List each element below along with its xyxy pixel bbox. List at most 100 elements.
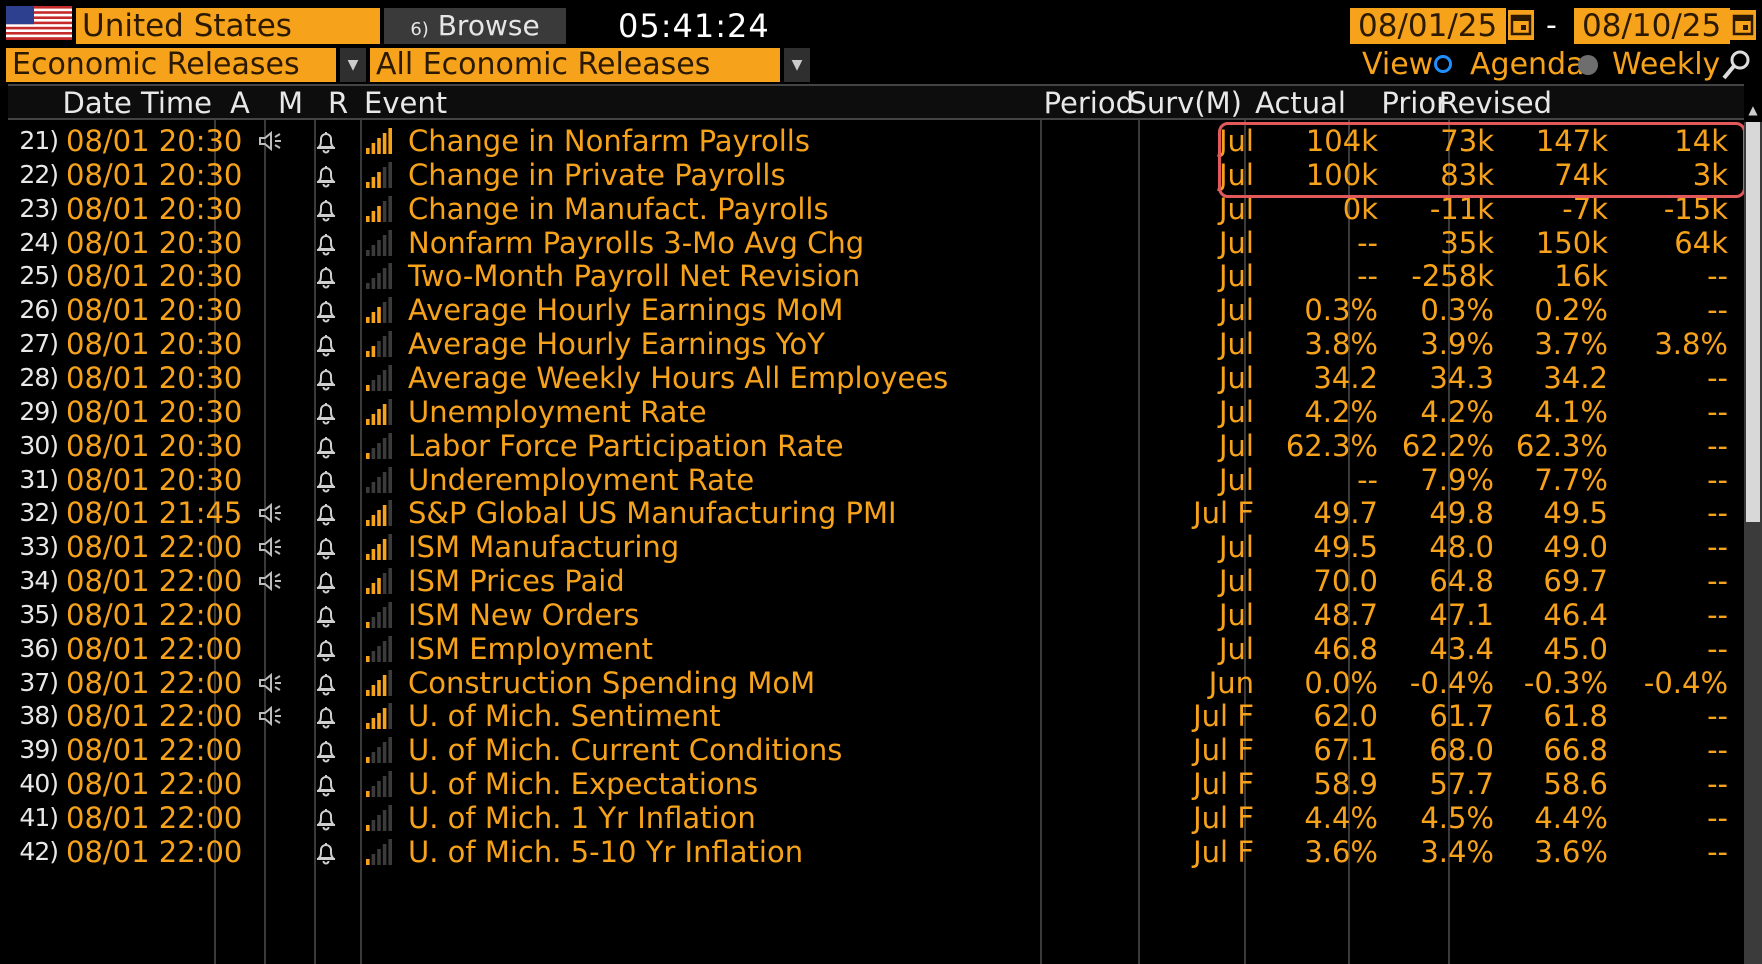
row-survey: 0.0% — [1304, 665, 1378, 700]
header-datetime[interactable]: Date Time — [62, 86, 212, 120]
chevron-down-icon[interactable]: ▼ — [340, 48, 366, 82]
table-row[interactable]: 42) 08/01 22:00 U. of Mich. 5-10 Yr Inflat… — [8, 833, 1744, 871]
header-relevance[interactable]: R — [328, 86, 349, 120]
header-actual[interactable]: Actual — [1255, 86, 1346, 120]
bell-icon[interactable] — [313, 535, 339, 565]
table-row[interactable]: 24) 08/01 20:30 Nonfarm Payrolls 3-Mo Avg … — [8, 224, 1744, 262]
row-event[interactable]: Average Hourly Earnings YoY — [408, 327, 825, 362]
zoom-icon[interactable] — [1720, 48, 1754, 82]
table-row[interactable]: 30) 08/01 20:30 Labor Force Participation … — [8, 427, 1744, 465]
table-row[interactable]: 41) 08/01 22:00 U. of Mich. 1 Yr Inflation… — [8, 799, 1744, 837]
category-dropdown[interactable]: Economic Releases — [6, 48, 336, 82]
speaker-icon[interactable] — [258, 503, 284, 527]
bell-icon[interactable] — [313, 264, 339, 294]
table-row[interactable]: 33) 08/01 22:00 ISM Manufacturing Jul 49.5 48… — [8, 528, 1744, 566]
row-event[interactable]: Average Hourly Earnings MoM — [408, 293, 844, 328]
weekly-label[interactable]: Weekly — [1612, 47, 1721, 82]
header-prior[interactable]: Prior — [1381, 86, 1448, 120]
row-event[interactable]: ISM Prices Paid — [408, 564, 625, 599]
table-row[interactable]: 40) 08/01 22:00 U. of Mich. Expectations Ju… — [8, 765, 1744, 803]
row-event[interactable]: U. of Mich. Expectations — [408, 767, 759, 802]
row-actual: 34.3 — [1429, 360, 1494, 395]
bell-icon[interactable] — [313, 569, 339, 599]
row-event[interactable]: U. of Mich. Current Conditions — [408, 733, 843, 768]
bell-icon[interactable] — [313, 603, 339, 633]
chevron-down-icon[interactable]: ▼ — [784, 48, 810, 82]
speaker-icon[interactable] — [258, 130, 284, 155]
bell-icon[interactable] — [313, 434, 339, 464]
calendar-icon[interactable] — [1508, 10, 1534, 40]
header-audio[interactable]: A — [230, 86, 250, 120]
bell-icon[interactable] — [313, 840, 339, 870]
row-event[interactable]: Change in Manufact. Payrolls — [408, 191, 829, 226]
bell-icon[interactable] — [313, 163, 339, 193]
row-event[interactable]: Underemployment Rate — [408, 462, 755, 497]
table-row[interactable]: 28) 08/01 20:30 Average Weekly Hours All E… — [8, 359, 1744, 397]
row-event[interactable]: ISM Employment — [408, 631, 653, 666]
row-event[interactable]: Change in Nonfarm Payrolls — [408, 124, 810, 158]
bell-icon[interactable] — [313, 129, 339, 159]
scroll-up-arrow-icon[interactable]: ▲ — [1748, 103, 1758, 117]
table-row[interactable]: 34) 08/01 22:00 ISM Prices Paid Jul 70.0 64.8… — [8, 562, 1744, 600]
table-row[interactable]: 37) 08/01 22:00 Construction Spending MoM J… — [8, 664, 1744, 702]
row-event[interactable]: U. of Mich. Sentiment — [408, 699, 721, 734]
bell-icon[interactable] — [313, 671, 339, 701]
row-event[interactable]: U. of Mich. 5-10 Yr Inflation — [408, 834, 804, 869]
header-event[interactable]: Event — [364, 86, 448, 120]
bell-icon[interactable] — [313, 400, 339, 430]
country-selector[interactable]: United States — [76, 8, 380, 44]
weekly-radio[interactable] — [1578, 55, 1598, 75]
row-event[interactable]: Labor Force Participation Rate — [408, 428, 844, 463]
scrollbar-thumb[interactable] — [1746, 122, 1760, 522]
browse-button[interactable]: 6) ⁠Browse — [384, 8, 566, 44]
row-event[interactable]: Change in Private Payrolls — [408, 157, 786, 192]
speaker-icon[interactable] — [258, 672, 284, 697]
header-period[interactable]: Period — [1043, 86, 1134, 120]
bell-icon[interactable] — [313, 298, 339, 328]
bell-icon[interactable] — [313, 704, 339, 734]
row-event[interactable]: Average Weekly Hours All Employees — [408, 360, 949, 395]
speaker-icon[interactable] — [258, 537, 284, 561]
bell-icon[interactable] — [313, 197, 339, 227]
table-row[interactable]: 39) 08/01 22:00 U. of Mich. Current Condit… — [8, 731, 1744, 769]
table-row[interactable]: 25) 08/01 20:30 Two-Month Payroll Net Revi… — [8, 257, 1744, 295]
table-row[interactable]: 31) 08/01 20:30 Underemployment Rate Jul -- 7… — [8, 461, 1744, 499]
bell-icon[interactable] — [313, 468, 339, 498]
row-event[interactable]: Unemployment Rate — [408, 394, 707, 429]
header-monitor[interactable]: M — [278, 86, 304, 120]
row-event[interactable]: S&P Global US Manufacturing PMI — [408, 496, 897, 531]
row-event[interactable]: ISM Manufacturing — [408, 530, 680, 565]
row-event[interactable]: Construction Spending MoM — [408, 665, 816, 700]
table-row[interactable]: 29) 08/01 20:30 Unemployment Rate Jul 4.2% 4.… — [8, 393, 1744, 431]
bell-icon[interactable] — [313, 637, 339, 667]
speaker-icon[interactable] — [258, 570, 284, 595]
end-date-field[interactable]: 08/10/25 — [1574, 8, 1730, 44]
subcategory-dropdown[interactable]: All Economic Releases — [370, 48, 780, 82]
table-row[interactable]: 26) 08/01 20:30 Average Hourly Earnings Mo… — [8, 291, 1744, 329]
bell-icon[interactable] — [313, 772, 339, 802]
agenda-label[interactable]: Agenda — [1470, 47, 1585, 82]
row-event[interactable]: ISM New Orders — [408, 597, 640, 632]
calendar-icon[interactable] — [1730, 10, 1756, 40]
bell-icon[interactable] — [313, 501, 339, 531]
table-row[interactable]: 21) 08/01 20:30 Change in Nonfarm Payrolls… — [8, 122, 1744, 160]
bell-icon[interactable] — [313, 738, 339, 768]
bell-icon[interactable] — [313, 806, 339, 836]
bell-icon[interactable] — [313, 332, 339, 362]
row-event[interactable]: U. of Mich. 1 Yr Inflation — [408, 801, 756, 835]
start-date-field[interactable]: 08/01/25 — [1350, 8, 1506, 44]
header-survey[interactable]: Surv(M) — [1128, 86, 1242, 120]
header-revised[interactable]: Revised — [1438, 86, 1552, 120]
table-row[interactable]: 27) 08/01 20:30 Average Hourly Earnings Yo… — [8, 325, 1744, 363]
table-row[interactable]: 32) 08/01 21:45 S&P Global US Manufacturin… — [8, 494, 1744, 532]
bell-icon[interactable] — [313, 366, 339, 396]
table-row[interactable]: 35) 08/01 22:00 ISM New Orders Jul 48.7 47.1 4… — [8, 596, 1744, 634]
row-event[interactable]: Nonfarm Payrolls 3-Mo Avg Chg — [408, 225, 865, 260]
agenda-radio[interactable] — [1434, 55, 1452, 73]
table-row[interactable]: 38) 08/01 22:00 U. of Mich. Sentiment Jul F… — [8, 697, 1744, 735]
table-row[interactable]: 36) 08/01 22:00 ISM Employment Jul 46.8 43.4 4… — [8, 630, 1744, 668]
table-row[interactable]: 22) 08/01 20:30 Change in Private Payrolls… — [8, 156, 1744, 194]
row-event[interactable]: Two-Month Payroll Net Revision — [408, 259, 861, 294]
bell-icon[interactable] — [313, 231, 339, 261]
speaker-icon[interactable] — [258, 706, 284, 730]
